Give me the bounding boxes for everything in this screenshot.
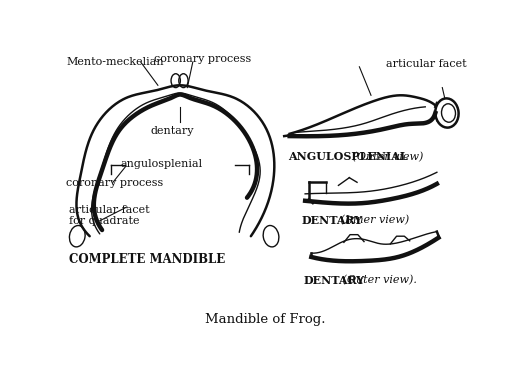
Text: articular facet
for quadrate: articular facet for quadrate xyxy=(69,205,149,226)
Text: angulosplenial: angulosplenial xyxy=(121,159,203,169)
Text: coronary process: coronary process xyxy=(154,55,251,64)
Text: dentary: dentary xyxy=(150,126,194,136)
Text: ANGULOSPLENIAL: ANGULOSPLENIAL xyxy=(288,152,408,162)
Text: (Outer view).: (Outer view). xyxy=(339,275,417,285)
Text: Mandible of Frog.: Mandible of Frog. xyxy=(206,313,326,326)
Text: COMPLETE MANDIBLE: COMPLETE MANDIBLE xyxy=(69,253,225,266)
Text: DENTARY: DENTARY xyxy=(301,215,362,226)
Text: articular facet: articular facet xyxy=(387,59,467,69)
Text: coronary process: coronary process xyxy=(66,178,163,188)
Text: (Inner view): (Inner view) xyxy=(337,215,409,225)
Text: (Outer view): (Outer view) xyxy=(349,152,423,162)
Text: Mento-meckelian: Mento-meckelian xyxy=(66,57,164,67)
Text: DENTARY: DENTARY xyxy=(304,275,365,286)
